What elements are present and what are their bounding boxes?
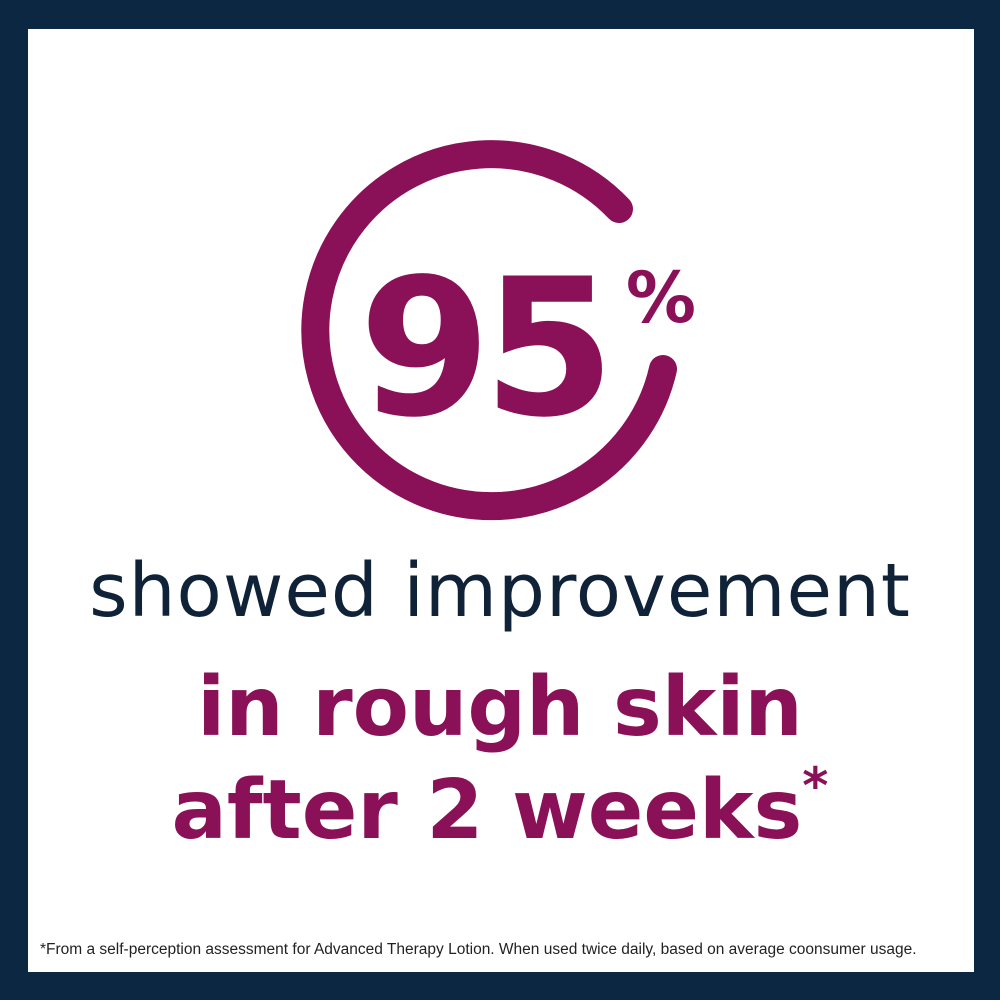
asterisk: *	[802, 757, 829, 815]
headline-line-1: showed improvement	[89, 548, 911, 634]
stat-unit: %	[626, 257, 696, 339]
headline-line-3: after 2 weeks*	[0, 757, 1000, 858]
headline-line-2: in rough skin	[197, 660, 803, 755]
footnote: *From a self-perception assessment for A…	[40, 941, 917, 958]
headline-line-3-text: after 2 weeks	[171, 763, 803, 858]
stat-value: 95	[359, 238, 607, 459]
progress-ring-arc	[301, 140, 677, 521]
